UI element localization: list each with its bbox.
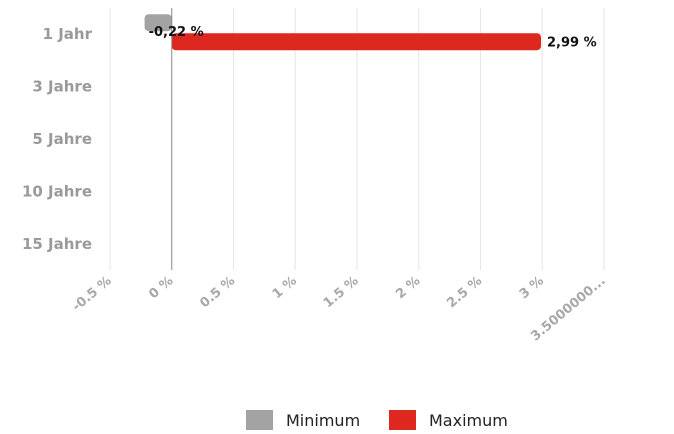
x-tick-label: 2.5 % bbox=[444, 274, 485, 312]
bar-minimum-0[interactable] bbox=[144, 14, 172, 32]
x-tick-label: 0 % bbox=[146, 274, 176, 303]
legend[interactable]: Minimum Maximum bbox=[246, 410, 508, 430]
category-label: 1 Jahr bbox=[43, 25, 93, 43]
category-label: 15 Jahre bbox=[22, 235, 92, 253]
x-tick-label: 0.5 % bbox=[197, 274, 238, 312]
legend-label: Minimum bbox=[286, 411, 360, 430]
legend-item-minimum[interactable]: Minimum bbox=[246, 410, 360, 430]
x-tick-label: 3 % bbox=[517, 274, 547, 303]
legend-item-maximum[interactable]: Maximum bbox=[389, 410, 508, 430]
legend-label: Maximum bbox=[429, 411, 508, 430]
x-tick-label: -0.5 % bbox=[70, 274, 115, 315]
category-label: 3 Jahre bbox=[32, 78, 92, 96]
legend-swatch bbox=[246, 410, 273, 430]
category-label: 5 Jahre bbox=[32, 130, 92, 148]
category-labels: 1 Jahr 3 Jahre 5 Jahre 10 Jahre 15 Jahre bbox=[22, 25, 93, 253]
data-label-maximum-0: 2,99 % bbox=[547, 36, 597, 51]
data-labels: -0,22 % 2,99 % bbox=[149, 25, 597, 51]
x-tick-labels: -0.5 % 0 % 0.5 % 1 % 1.5 % 2 % 2.5 % 3 %3.50000… bbox=[70, 274, 609, 345]
bars bbox=[144, 14, 542, 51]
x-tick-label: 1.5 % bbox=[321, 274, 362, 312]
category-label: 10 Jahre bbox=[22, 182, 92, 200]
bar-maximum-0[interactable] bbox=[171, 33, 542, 51]
x-tick-label: 2 % bbox=[393, 274, 423, 303]
data-label-minimum-0: -0,22 % bbox=[149, 25, 204, 40]
legend-swatch bbox=[389, 410, 416, 430]
x-tick-label: 1 % bbox=[270, 274, 300, 303]
grid-lines bbox=[109, 8, 605, 270]
